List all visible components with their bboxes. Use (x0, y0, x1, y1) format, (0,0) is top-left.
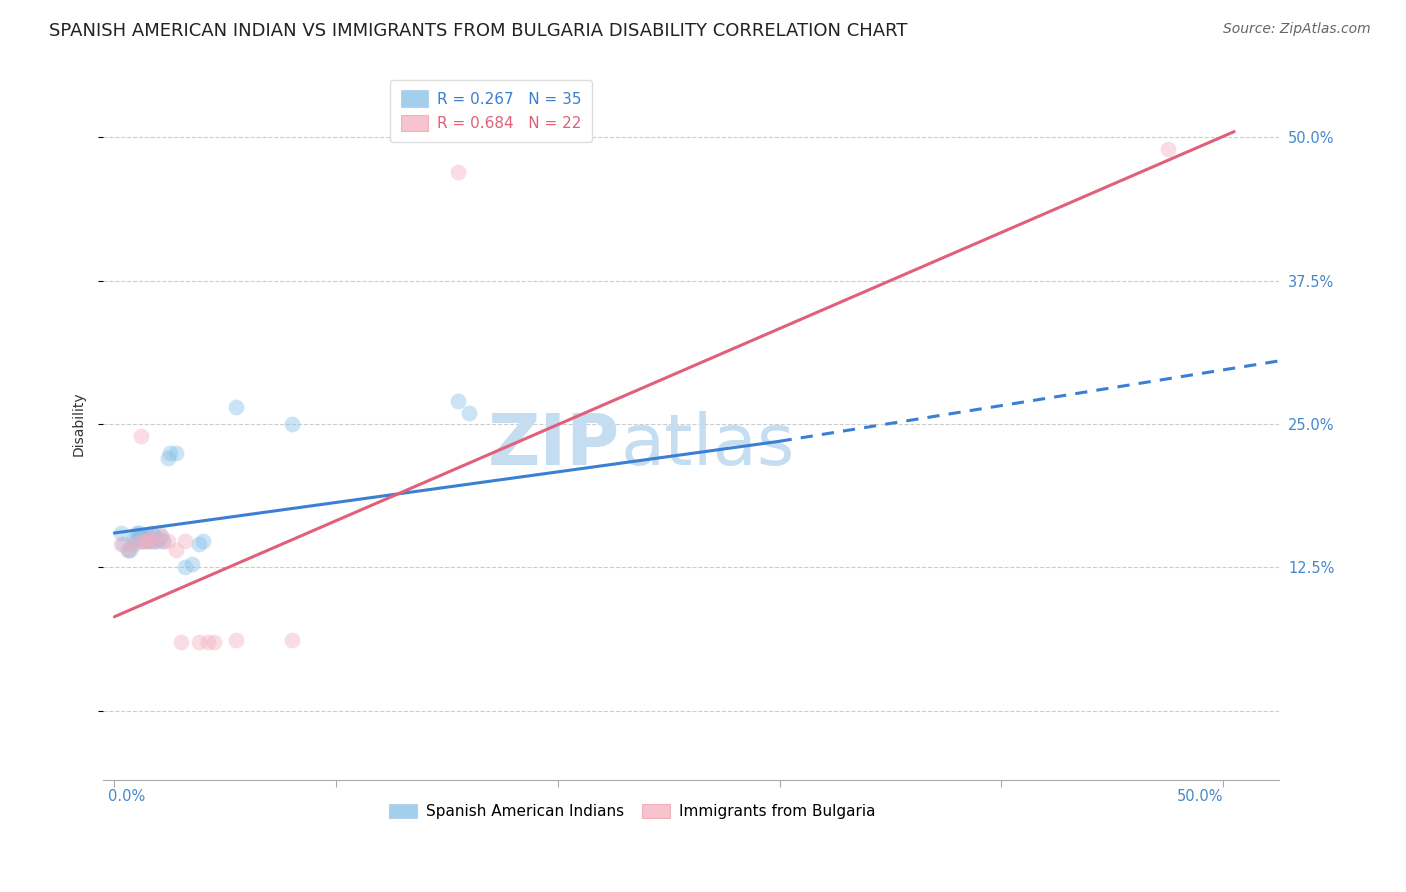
Point (148, 532, 170, 546)
Text: 50.0%: 50.0% (1177, 789, 1223, 804)
Point (129, 529, 152, 543)
Point (134, 534, 156, 549)
Legend: Spanish American Indians, Immigrants from Bulgaria: Spanish American Indians, Immigrants fro… (382, 797, 882, 825)
Point (197, 635, 219, 649)
Point (141, 526, 163, 541)
Point (134, 532, 156, 546)
Point (129, 428, 152, 442)
Point (139, 532, 162, 546)
Point (191, 534, 214, 549)
Point (149, 529, 172, 543)
Point (152, 534, 174, 549)
Point (181, 557, 204, 571)
Point (143, 529, 166, 543)
Point (143, 534, 166, 549)
Point (1156, 142, 1178, 156)
Point (156, 534, 179, 549)
Point (117, 543, 139, 558)
Point (136, 528, 159, 542)
Point (117, 543, 139, 558)
Point (132, 534, 155, 549)
Point (125, 532, 148, 546)
Point (128, 526, 150, 541)
Y-axis label: Disability: Disability (72, 392, 86, 457)
Point (118, 543, 141, 558)
Text: 0.0%: 0.0% (108, 789, 145, 804)
Point (125, 526, 148, 541)
Point (124, 532, 146, 546)
Point (124, 537, 146, 551)
Point (187, 635, 209, 649)
Point (148, 526, 170, 541)
Point (187, 537, 209, 551)
Point (121, 537, 143, 551)
Point (202, 635, 225, 649)
Point (129, 534, 152, 549)
Point (174, 560, 197, 574)
Text: atlas: atlas (620, 411, 794, 480)
Text: ZIP: ZIP (488, 411, 620, 480)
Point (136, 534, 159, 549)
Point (110, 526, 132, 541)
Point (170, 635, 193, 649)
Point (225, 632, 247, 647)
Point (110, 537, 132, 551)
Point (139, 534, 162, 549)
Point (156, 451, 179, 466)
Text: SPANISH AMERICAN INDIAN VS IMMIGRANTS FROM BULGARIA DISABILITY CORRELATION CHART: SPANISH AMERICAN INDIAN VS IMMIGRANTS FR… (49, 22, 908, 40)
Text: Source: ZipAtlas.com: Source: ZipAtlas.com (1223, 22, 1371, 37)
Point (136, 534, 159, 549)
Point (166, 446, 188, 460)
Point (145, 534, 167, 549)
Point (447, 165, 470, 179)
Point (281, 632, 304, 647)
Point (143, 534, 166, 549)
Point (166, 543, 188, 558)
Point (159, 446, 181, 460)
Point (152, 534, 174, 549)
Point (447, 394, 470, 409)
Point (174, 534, 197, 549)
Point (458, 406, 481, 420)
Point (281, 417, 304, 431)
Point (129, 534, 152, 549)
Point (132, 529, 155, 543)
Point (225, 400, 247, 414)
Point (112, 537, 135, 551)
